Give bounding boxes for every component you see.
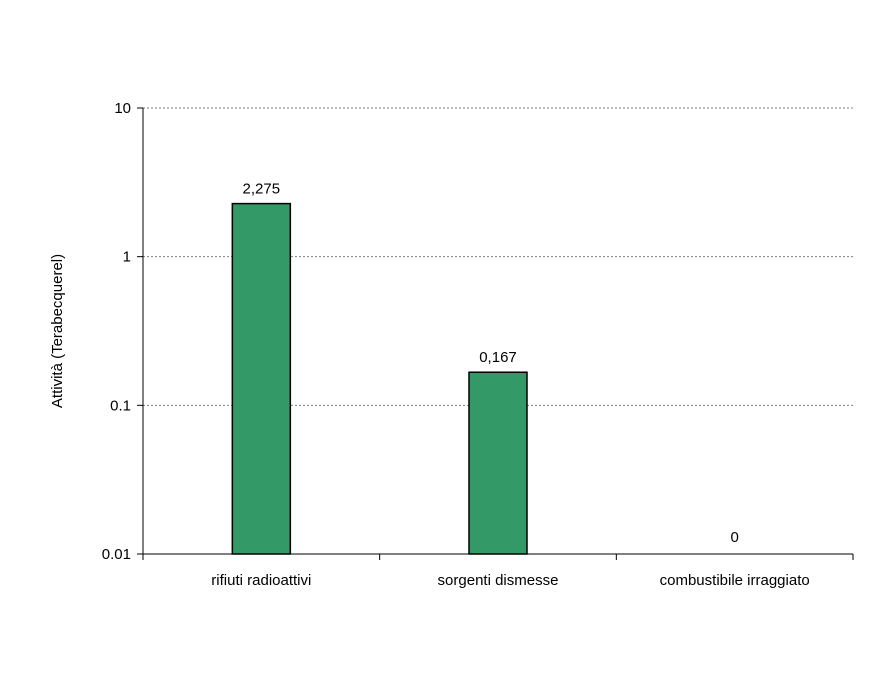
- data-label: 0,167: [479, 349, 517, 366]
- bars: [231, 202, 528, 555]
- axes: [142, 108, 853, 555]
- x-tick-label: combustibile irraggiato: [660, 572, 810, 589]
- x-ticks: rifiuti radioattivi sorgenti dismesse comb…: [142, 554, 854, 589]
- y-ticks: 0.01 0.1 1 10: [102, 100, 143, 563]
- bar: [468, 371, 528, 555]
- data-label: 2,275: [243, 181, 281, 198]
- y-tick-label: 0.01: [102, 546, 131, 563]
- x-tick-label: sorgenti dismesse: [438, 572, 559, 589]
- y-tick-label: 0.1: [110, 397, 131, 414]
- data-label: 0: [730, 529, 738, 546]
- x-tick-label: rifiuti radioattivi: [211, 572, 311, 589]
- y-tick-label: 10: [114, 100, 131, 117]
- y-tick-label: 1: [123, 249, 131, 266]
- bar: [231, 202, 292, 555]
- y-axis-label: Attività (Terabecquerel): [49, 254, 66, 408]
- data-labels: 2,275 0,167 0: [243, 181, 739, 546]
